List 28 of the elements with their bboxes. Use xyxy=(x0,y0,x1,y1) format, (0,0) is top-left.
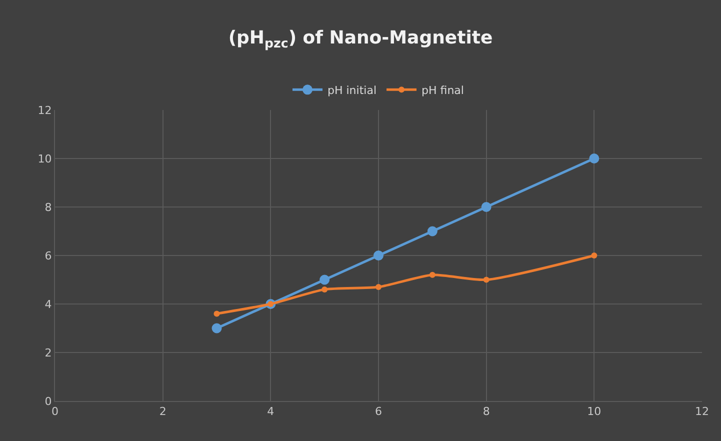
point xyxy=(212,323,222,334)
point xyxy=(376,284,382,290)
legend-label: pH initial xyxy=(328,84,377,97)
y-tick-label: 2 xyxy=(44,346,52,360)
x-tick-label: 2 xyxy=(159,405,166,418)
chart-title: (pH$_{pzc}$) of Nano-Magnetite xyxy=(228,27,493,50)
point xyxy=(374,250,384,260)
y-tick-label: 0 xyxy=(44,394,52,408)
y-tick-label: 4 xyxy=(44,298,52,311)
point xyxy=(427,226,438,236)
point xyxy=(214,310,220,317)
point xyxy=(322,286,328,292)
point xyxy=(429,272,436,278)
point xyxy=(481,202,492,212)
x-tick-label: 8 xyxy=(482,405,490,418)
x-tick-label: 10 xyxy=(587,405,602,418)
y-tick-label: 8 xyxy=(44,200,52,214)
y-tick-label: 12 xyxy=(38,104,52,117)
x-tick-label: 6 xyxy=(375,405,382,418)
x-tick-label: 4 xyxy=(267,405,274,418)
y-tick-label: 10 xyxy=(38,152,52,166)
point xyxy=(320,274,330,285)
point xyxy=(591,252,598,258)
x-tick-label: 12 xyxy=(695,405,709,418)
point xyxy=(589,154,600,164)
y-tick-label: 6 xyxy=(44,249,52,262)
point xyxy=(483,276,490,283)
legend-label: pH final xyxy=(422,84,464,97)
